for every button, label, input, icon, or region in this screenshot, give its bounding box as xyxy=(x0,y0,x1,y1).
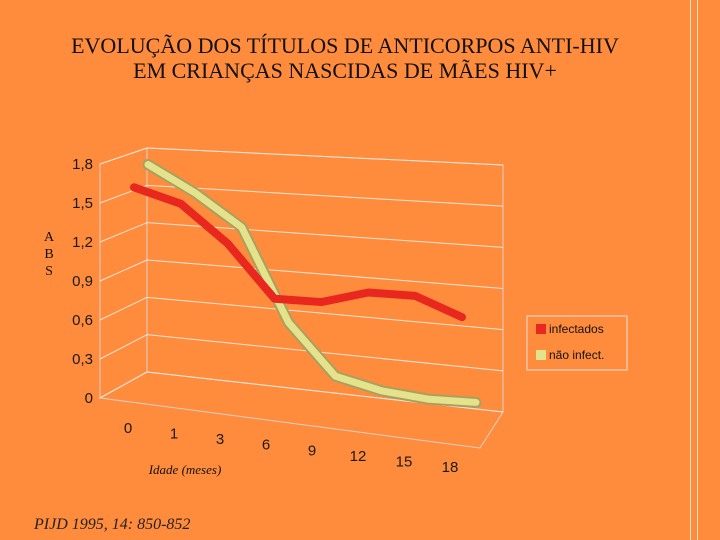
legend-label: não infect. xyxy=(549,348,604,362)
y-axis-label-a: A xyxy=(43,230,55,245)
title-line-2: EM CRIANÇAS NASCIDAS DE MÃES HIV+ xyxy=(133,58,557,83)
gridline-back xyxy=(146,296,504,331)
gridline-side xyxy=(99,296,148,321)
gridline-side xyxy=(99,371,148,399)
x-tick-label: 9 xyxy=(308,442,316,459)
y-tick-label: 1,5 xyxy=(72,195,93,212)
gridline-side xyxy=(99,334,148,360)
gridline-side xyxy=(99,259,148,282)
y-tick-label: 1,2 xyxy=(72,234,93,251)
y-axis-label: A B S xyxy=(42,229,56,280)
y-tick-label: 0,9 xyxy=(72,273,93,290)
x-tick-label: 3 xyxy=(216,431,224,448)
x-tick-label: 6 xyxy=(262,437,270,454)
x-tick-label: 12 xyxy=(350,448,367,465)
legend: infectados não infect. xyxy=(526,315,628,371)
legend-swatch xyxy=(536,350,546,360)
source-citation: PIJD 1995, 14: 850-852 xyxy=(34,516,191,533)
page-title: EVOLUÇÃO DOS TÍTULOS DE ANTICORPOS ANTI-… xyxy=(0,33,690,83)
y-tick-label: 0,6 xyxy=(72,312,93,329)
y-tick-label: 0,3 xyxy=(72,351,93,368)
y-tick-label: 1,8 xyxy=(72,156,93,173)
right-border-line-2 xyxy=(697,0,698,540)
x-tick-label: 0 xyxy=(124,420,132,437)
x-tick-label: 1 xyxy=(170,426,178,443)
series-line-nao-infect xyxy=(144,161,480,406)
gridline-back xyxy=(146,259,504,289)
gridline-back xyxy=(146,334,504,372)
x-axis-label: Idade (meses) xyxy=(148,462,222,477)
legend-swatch xyxy=(536,324,546,334)
gridline-side xyxy=(99,222,148,243)
y-tick-label: 0 xyxy=(85,390,93,407)
right-border-line xyxy=(690,0,691,540)
legend-label: infectados xyxy=(549,322,604,336)
gridline-back xyxy=(146,184,504,207)
y-axis-label-s: S xyxy=(45,264,53,279)
series-line-infectados xyxy=(130,183,466,322)
y-axis-label-b: B xyxy=(44,247,54,262)
x-tick-label: 15 xyxy=(396,453,413,470)
gridline-side xyxy=(99,147,148,165)
gridline-back xyxy=(146,147,504,166)
x-tick-label: 18 xyxy=(442,459,459,476)
title-line-1: EVOLUÇÃO DOS TÍTULOS DE ANTICORPOS ANTI-… xyxy=(71,33,619,58)
